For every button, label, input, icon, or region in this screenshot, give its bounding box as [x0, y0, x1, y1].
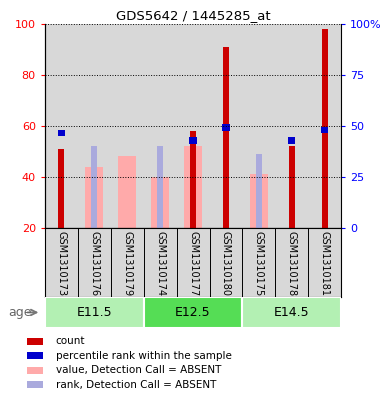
Bar	[58, 130, 65, 136]
Bar	[45, 297, 144, 328]
Bar	[250, 174, 268, 228]
Bar	[111, 24, 144, 228]
Bar	[27, 381, 43, 388]
Bar	[243, 24, 275, 228]
Text: GSM1310178: GSM1310178	[287, 231, 297, 296]
Bar	[243, 297, 341, 328]
Text: E12.5: E12.5	[175, 306, 211, 319]
Bar	[288, 137, 296, 143]
Text: E11.5: E11.5	[76, 306, 112, 319]
Text: GSM1310173: GSM1310173	[56, 231, 66, 296]
Bar	[144, 297, 243, 328]
Bar	[190, 131, 196, 228]
Text: GSM1310177: GSM1310177	[188, 231, 198, 297]
Text: GSM1310180: GSM1310180	[221, 231, 231, 296]
Bar	[177, 24, 209, 228]
Bar	[222, 125, 230, 131]
Bar	[78, 24, 111, 228]
Bar	[91, 146, 97, 228]
Text: age: age	[8, 306, 31, 319]
Bar	[45, 24, 78, 228]
Bar	[27, 353, 43, 359]
Bar	[157, 146, 163, 228]
Bar	[58, 149, 64, 228]
Bar	[85, 167, 103, 228]
Bar	[321, 127, 328, 133]
Bar	[322, 29, 328, 228]
Text: GSM1310174: GSM1310174	[155, 231, 165, 296]
Bar	[308, 24, 341, 228]
Bar	[275, 24, 308, 228]
Bar	[27, 367, 43, 374]
Text: value, Detection Call = ABSENT: value, Detection Call = ABSENT	[56, 365, 221, 375]
Bar	[184, 146, 202, 228]
Bar	[209, 24, 243, 228]
Text: E14.5: E14.5	[274, 306, 310, 319]
Text: count: count	[56, 336, 85, 347]
Bar	[190, 137, 197, 143]
Text: GSM1310176: GSM1310176	[89, 231, 99, 296]
Text: GSM1310181: GSM1310181	[320, 231, 330, 296]
Title: GDS5642 / 1445285_at: GDS5642 / 1445285_at	[116, 9, 270, 22]
Bar	[151, 177, 169, 228]
Text: GSM1310175: GSM1310175	[254, 231, 264, 297]
Bar	[27, 338, 43, 345]
Text: rank, Detection Call = ABSENT: rank, Detection Call = ABSENT	[56, 380, 216, 390]
Bar	[289, 146, 295, 228]
Bar	[144, 24, 177, 228]
Text: percentile rank within the sample: percentile rank within the sample	[56, 351, 232, 361]
Text: GSM1310179: GSM1310179	[122, 231, 132, 296]
Bar	[118, 156, 136, 228]
Bar	[256, 154, 262, 228]
Bar	[223, 47, 229, 228]
